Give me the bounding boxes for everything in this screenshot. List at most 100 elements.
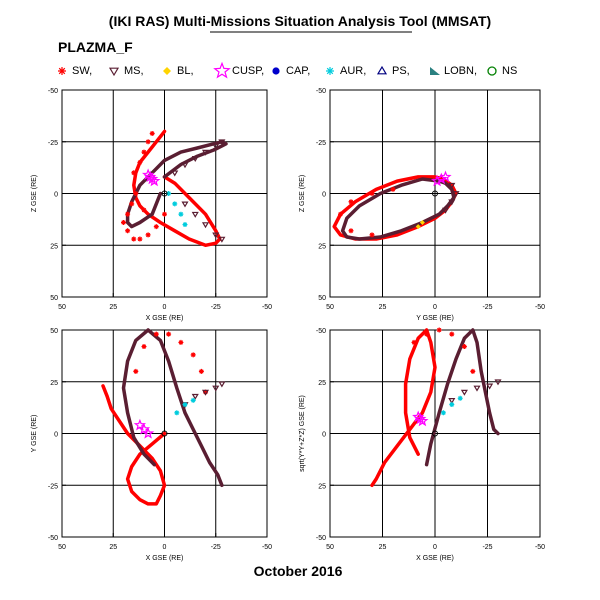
data-point-sw bbox=[129, 201, 135, 207]
data-point-aur bbox=[440, 410, 446, 416]
data-point-aur bbox=[172, 201, 178, 207]
x-tick-label: -25 bbox=[482, 304, 492, 311]
data-point-cusp bbox=[412, 410, 425, 423]
x-tick-label: 0 bbox=[163, 304, 167, 311]
y-tick-label: -25 bbox=[48, 483, 58, 490]
panel-3: 50 25 0 -25 -50 -50 -25 0 25 50 X GSE (RE) Y GSE (R… bbox=[31, 328, 272, 562]
x-tick-label: 0 bbox=[163, 544, 167, 551]
legend-label-ms: MS, bbox=[124, 65, 144, 77]
y-tick-label: 0 bbox=[322, 192, 326, 199]
data-point-ms bbox=[448, 182, 456, 189]
y-tick-label: 50 bbox=[50, 328, 58, 335]
legend-marker-cusp bbox=[213, 61, 231, 79]
y-tick-label: 25 bbox=[318, 243, 326, 250]
y-axis-label: Z GSE (RE) bbox=[299, 175, 306, 212]
data-point-aur bbox=[449, 402, 455, 408]
data-point-sw bbox=[137, 236, 143, 242]
orbit-track-2 bbox=[121, 328, 224, 488]
data-point-ms bbox=[218, 381, 226, 388]
data-point-sw bbox=[149, 130, 155, 136]
y-tick-label: 25 bbox=[50, 243, 58, 250]
x-tick-label: -50 bbox=[262, 304, 272, 311]
data-point-ms bbox=[494, 379, 502, 386]
y-tick-label: 50 bbox=[318, 295, 326, 302]
data-point-sw bbox=[131, 170, 137, 176]
y-tick-label: -50 bbox=[48, 535, 58, 542]
y-tick-label: -50 bbox=[48, 88, 58, 95]
earth-marker bbox=[432, 430, 438, 437]
y-tick-label: 0 bbox=[54, 192, 58, 199]
data-point-sw bbox=[461, 344, 467, 350]
x-tick-label: 50 bbox=[58, 304, 66, 311]
data-point-ms bbox=[448, 398, 456, 405]
legend-marker-ps bbox=[376, 65, 388, 75]
data-point-cusp bbox=[435, 172, 448, 185]
legend-label-cusp: CUSP, bbox=[232, 65, 264, 77]
data-point-sw bbox=[338, 211, 343, 217]
y-axis-label: Y GSE (RE) bbox=[31, 415, 38, 453]
legend-label-aur: AUR, bbox=[340, 65, 366, 77]
y-tick-label: -50 bbox=[316, 88, 326, 95]
data-point-ms bbox=[212, 143, 220, 150]
date-label: October 2016 bbox=[254, 563, 343, 579]
data-point-bl bbox=[419, 219, 425, 225]
data-point-ms bbox=[171, 170, 179, 177]
mission-name: PLAZMA_F bbox=[58, 39, 133, 55]
y-tick-label: 0 bbox=[322, 432, 326, 439]
data-point-sw bbox=[141, 207, 147, 213]
legend-label-lobn: LOBN, bbox=[444, 65, 477, 77]
data-point-aur bbox=[182, 222, 188, 228]
y-tick-label: 25 bbox=[50, 380, 58, 387]
y-tick-label: 50 bbox=[50, 295, 58, 302]
data-point-sw bbox=[166, 331, 172, 337]
data-point-sw bbox=[133, 191, 139, 196]
x-tick-label: 50 bbox=[326, 304, 334, 311]
legend-marker-sw bbox=[58, 67, 66, 75]
data-point-ms bbox=[218, 236, 226, 243]
data-point-aur bbox=[182, 402, 188, 408]
legend-label-cap: CAP, bbox=[286, 65, 310, 77]
data-point-cusp bbox=[430, 174, 444, 187]
earth-marker bbox=[432, 190, 438, 197]
x-tick-label: 25 bbox=[109, 544, 117, 551]
data-point-ms bbox=[201, 149, 210, 156]
panel-2: 50 25 0 -25 -50 50 25 0 -25 -50 Y GSE (RE) Z GSE (R… bbox=[299, 88, 545, 322]
data-point-ms bbox=[460, 389, 468, 396]
x-axis-label: X GSE (RE) bbox=[146, 315, 184, 322]
data-point-ms bbox=[201, 389, 210, 396]
data-point-sw bbox=[125, 228, 131, 234]
data-point-sw bbox=[369, 232, 375, 238]
x-tick-label: -50 bbox=[535, 304, 545, 311]
legend-label-ps: PS, bbox=[392, 65, 410, 77]
legend-label-ns: NS bbox=[502, 65, 517, 77]
legend-marker-aur bbox=[326, 67, 334, 75]
orbit-track-2 bbox=[340, 177, 456, 241]
legend-label-bl: BL, bbox=[177, 65, 194, 77]
data-point-sw bbox=[470, 368, 476, 374]
earth-marker bbox=[161, 190, 168, 197]
data-point-ms bbox=[473, 385, 481, 392]
data-point-aur bbox=[457, 395, 463, 401]
panel-1: 50 25 0 -25 -50 50 25 0 -25 -50 X GSE (RE) Z GSE (R… bbox=[31, 88, 272, 322]
earth-marker bbox=[161, 430, 168, 437]
data-point-sw bbox=[145, 232, 151, 238]
legend-marker-cap bbox=[272, 67, 280, 75]
x-axis-label: X GSE (RE) bbox=[416, 555, 454, 562]
y-axis-label: Z GSE (RE) bbox=[31, 175, 38, 212]
x-tick-label: 50 bbox=[326, 544, 334, 551]
x-tick-label: -25 bbox=[211, 544, 221, 551]
data-point-ms bbox=[212, 385, 220, 392]
data-point-ms bbox=[448, 199, 456, 206]
y-tick-label: -50 bbox=[316, 535, 326, 542]
data-point-sw bbox=[203, 389, 208, 395]
x-tick-label: 25 bbox=[379, 544, 387, 551]
x-tick-label: -25 bbox=[482, 544, 492, 551]
data-point-ms bbox=[452, 191, 460, 198]
data-point-cusp bbox=[439, 170, 452, 183]
orbit-track-2 bbox=[424, 328, 500, 467]
legend: SW, MS, BL, CUSP, CAP, AUR, PS, LOBN, NS bbox=[58, 61, 517, 79]
data-point-ms bbox=[191, 211, 199, 218]
